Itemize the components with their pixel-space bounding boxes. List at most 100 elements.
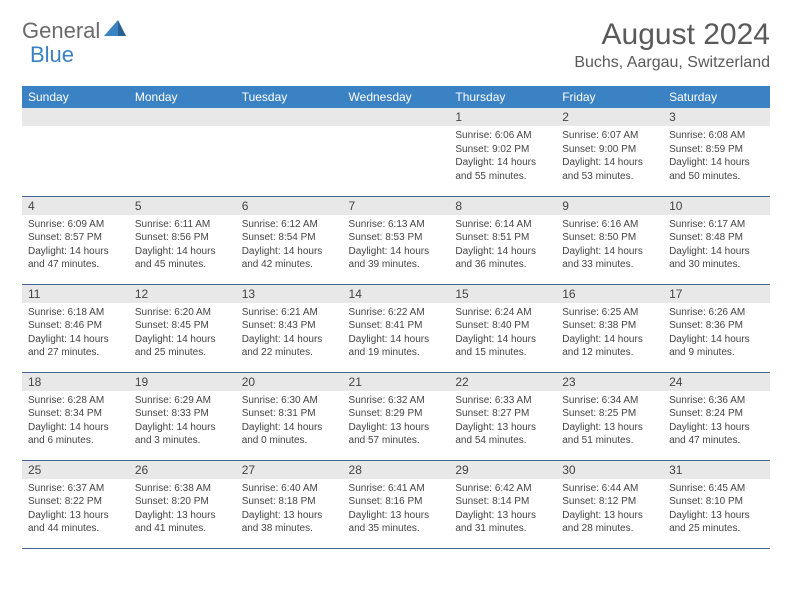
day-number: 6 — [236, 197, 343, 215]
day-number: 11 — [22, 285, 129, 303]
logo-triangle-icon — [104, 20, 126, 43]
day-number: 25 — [22, 461, 129, 479]
empty-day-number — [236, 108, 343, 126]
empty-day-cell — [129, 108, 236, 196]
day-info: Sunrise: 6:09 AMSunset: 8:57 PMDaylight:… — [22, 215, 129, 275]
location: Buchs, Aargau, Switzerland — [574, 54, 770, 72]
day-cell: 4Sunrise: 6:09 AMSunset: 8:57 PMDaylight… — [22, 196, 129, 284]
day-cell: 12Sunrise: 6:20 AMSunset: 8:45 PMDayligh… — [129, 284, 236, 372]
day-cell: 22Sunrise: 6:33 AMSunset: 8:27 PMDayligh… — [449, 372, 556, 460]
day-header-wednesday: Wednesday — [343, 86, 450, 108]
day-info: Sunrise: 6:33 AMSunset: 8:27 PMDaylight:… — [449, 391, 556, 451]
day-info: Sunrise: 6:24 AMSunset: 8:40 PMDaylight:… — [449, 303, 556, 363]
day-cell: 10Sunrise: 6:17 AMSunset: 8:48 PMDayligh… — [663, 196, 770, 284]
day-number: 2 — [556, 108, 663, 126]
empty-day-cell — [22, 108, 129, 196]
day-info: Sunrise: 6:12 AMSunset: 8:54 PMDaylight:… — [236, 215, 343, 275]
day-number: 20 — [236, 373, 343, 391]
empty-day-cell — [236, 108, 343, 196]
week-row: 25Sunrise: 6:37 AMSunset: 8:22 PMDayligh… — [22, 460, 770, 548]
day-info: Sunrise: 6:32 AMSunset: 8:29 PMDaylight:… — [343, 391, 450, 451]
day-cell: 3Sunrise: 6:08 AMSunset: 8:59 PMDaylight… — [663, 108, 770, 196]
day-info: Sunrise: 6:14 AMSunset: 8:51 PMDaylight:… — [449, 215, 556, 275]
day-cell: 13Sunrise: 6:21 AMSunset: 8:43 PMDayligh… — [236, 284, 343, 372]
day-number: 14 — [343, 285, 450, 303]
empty-day-cell — [343, 108, 450, 196]
day-info: Sunrise: 6:41 AMSunset: 8:16 PMDaylight:… — [343, 479, 450, 539]
day-cell: 30Sunrise: 6:44 AMSunset: 8:12 PMDayligh… — [556, 460, 663, 548]
day-header-thursday: Thursday — [449, 86, 556, 108]
day-number: 22 — [449, 373, 556, 391]
day-cell: 18Sunrise: 6:28 AMSunset: 8:34 PMDayligh… — [22, 372, 129, 460]
day-cell: 5Sunrise: 6:11 AMSunset: 8:56 PMDaylight… — [129, 196, 236, 284]
logo: General — [22, 18, 128, 44]
day-number: 16 — [556, 285, 663, 303]
day-cell: 8Sunrise: 6:14 AMSunset: 8:51 PMDaylight… — [449, 196, 556, 284]
day-cell: 23Sunrise: 6:34 AMSunset: 8:25 PMDayligh… — [556, 372, 663, 460]
day-info: Sunrise: 6:16 AMSunset: 8:50 PMDaylight:… — [556, 215, 663, 275]
day-cell: 9Sunrise: 6:16 AMSunset: 8:50 PMDaylight… — [556, 196, 663, 284]
day-number: 30 — [556, 461, 663, 479]
calendar-table: SundayMondayTuesdayWednesdayThursdayFrid… — [22, 86, 770, 549]
day-cell: 25Sunrise: 6:37 AMSunset: 8:22 PMDayligh… — [22, 460, 129, 548]
day-cell: 31Sunrise: 6:45 AMSunset: 8:10 PMDayligh… — [663, 460, 770, 548]
day-cell: 26Sunrise: 6:38 AMSunset: 8:20 PMDayligh… — [129, 460, 236, 548]
day-info: Sunrise: 6:40 AMSunset: 8:18 PMDaylight:… — [236, 479, 343, 539]
header: General August 2024 Buchs, Aargau, Switz… — [22, 18, 770, 72]
calendar-body: 1Sunrise: 6:06 AMSunset: 9:02 PMDaylight… — [22, 108, 770, 548]
day-cell: 7Sunrise: 6:13 AMSunset: 8:53 PMDaylight… — [343, 196, 450, 284]
day-number: 15 — [449, 285, 556, 303]
day-number: 9 — [556, 197, 663, 215]
day-number: 4 — [22, 197, 129, 215]
day-cell: 28Sunrise: 6:41 AMSunset: 8:16 PMDayligh… — [343, 460, 450, 548]
empty-day-number — [343, 108, 450, 126]
day-info: Sunrise: 6:11 AMSunset: 8:56 PMDaylight:… — [129, 215, 236, 275]
day-cell: 14Sunrise: 6:22 AMSunset: 8:41 PMDayligh… — [343, 284, 450, 372]
week-row: 4Sunrise: 6:09 AMSunset: 8:57 PMDaylight… — [22, 196, 770, 284]
day-number: 10 — [663, 197, 770, 215]
day-info: Sunrise: 6:21 AMSunset: 8:43 PMDaylight:… — [236, 303, 343, 363]
logo-text-general: General — [22, 18, 100, 44]
day-info: Sunrise: 6:44 AMSunset: 8:12 PMDaylight:… — [556, 479, 663, 539]
day-cell: 24Sunrise: 6:36 AMSunset: 8:24 PMDayligh… — [663, 372, 770, 460]
day-number: 17 — [663, 285, 770, 303]
day-info: Sunrise: 6:13 AMSunset: 8:53 PMDaylight:… — [343, 215, 450, 275]
title-block: August 2024 Buchs, Aargau, Switzerland — [574, 18, 770, 72]
day-number: 18 — [22, 373, 129, 391]
logo-blue-wrap: Blue — [30, 42, 74, 68]
day-number: 23 — [556, 373, 663, 391]
day-info: Sunrise: 6:22 AMSunset: 8:41 PMDaylight:… — [343, 303, 450, 363]
day-number: 24 — [663, 373, 770, 391]
day-info: Sunrise: 6:17 AMSunset: 8:48 PMDaylight:… — [663, 215, 770, 275]
day-cell: 2Sunrise: 6:07 AMSunset: 9:00 PMDaylight… — [556, 108, 663, 196]
day-number: 13 — [236, 285, 343, 303]
week-row: 18Sunrise: 6:28 AMSunset: 8:34 PMDayligh… — [22, 372, 770, 460]
empty-day-number — [22, 108, 129, 126]
day-cell: 27Sunrise: 6:40 AMSunset: 8:18 PMDayligh… — [236, 460, 343, 548]
day-cell: 29Sunrise: 6:42 AMSunset: 8:14 PMDayligh… — [449, 460, 556, 548]
day-cell: 16Sunrise: 6:25 AMSunset: 8:38 PMDayligh… — [556, 284, 663, 372]
day-info: Sunrise: 6:25 AMSunset: 8:38 PMDaylight:… — [556, 303, 663, 363]
day-info: Sunrise: 6:30 AMSunset: 8:31 PMDaylight:… — [236, 391, 343, 451]
day-number: 27 — [236, 461, 343, 479]
day-cell: 17Sunrise: 6:26 AMSunset: 8:36 PMDayligh… — [663, 284, 770, 372]
day-cell: 15Sunrise: 6:24 AMSunset: 8:40 PMDayligh… — [449, 284, 556, 372]
day-number: 3 — [663, 108, 770, 126]
week-row: 11Sunrise: 6:18 AMSunset: 8:46 PMDayligh… — [22, 284, 770, 372]
day-number: 31 — [663, 461, 770, 479]
day-info: Sunrise: 6:18 AMSunset: 8:46 PMDaylight:… — [22, 303, 129, 363]
day-header-sunday: Sunday — [22, 86, 129, 108]
day-info: Sunrise: 6:37 AMSunset: 8:22 PMDaylight:… — [22, 479, 129, 539]
day-header-tuesday: Tuesday — [236, 86, 343, 108]
day-header-row: SundayMondayTuesdayWednesdayThursdayFrid… — [22, 86, 770, 108]
day-number: 26 — [129, 461, 236, 479]
day-header-friday: Friday — [556, 86, 663, 108]
day-cell: 21Sunrise: 6:32 AMSunset: 8:29 PMDayligh… — [343, 372, 450, 460]
day-info: Sunrise: 6:38 AMSunset: 8:20 PMDaylight:… — [129, 479, 236, 539]
day-cell: 19Sunrise: 6:29 AMSunset: 8:33 PMDayligh… — [129, 372, 236, 460]
day-info: Sunrise: 6:20 AMSunset: 8:45 PMDaylight:… — [129, 303, 236, 363]
day-info: Sunrise: 6:28 AMSunset: 8:34 PMDaylight:… — [22, 391, 129, 451]
day-cell: 11Sunrise: 6:18 AMSunset: 8:46 PMDayligh… — [22, 284, 129, 372]
day-cell: 1Sunrise: 6:06 AMSunset: 9:02 PMDaylight… — [449, 108, 556, 196]
day-info: Sunrise: 6:45 AMSunset: 8:10 PMDaylight:… — [663, 479, 770, 539]
